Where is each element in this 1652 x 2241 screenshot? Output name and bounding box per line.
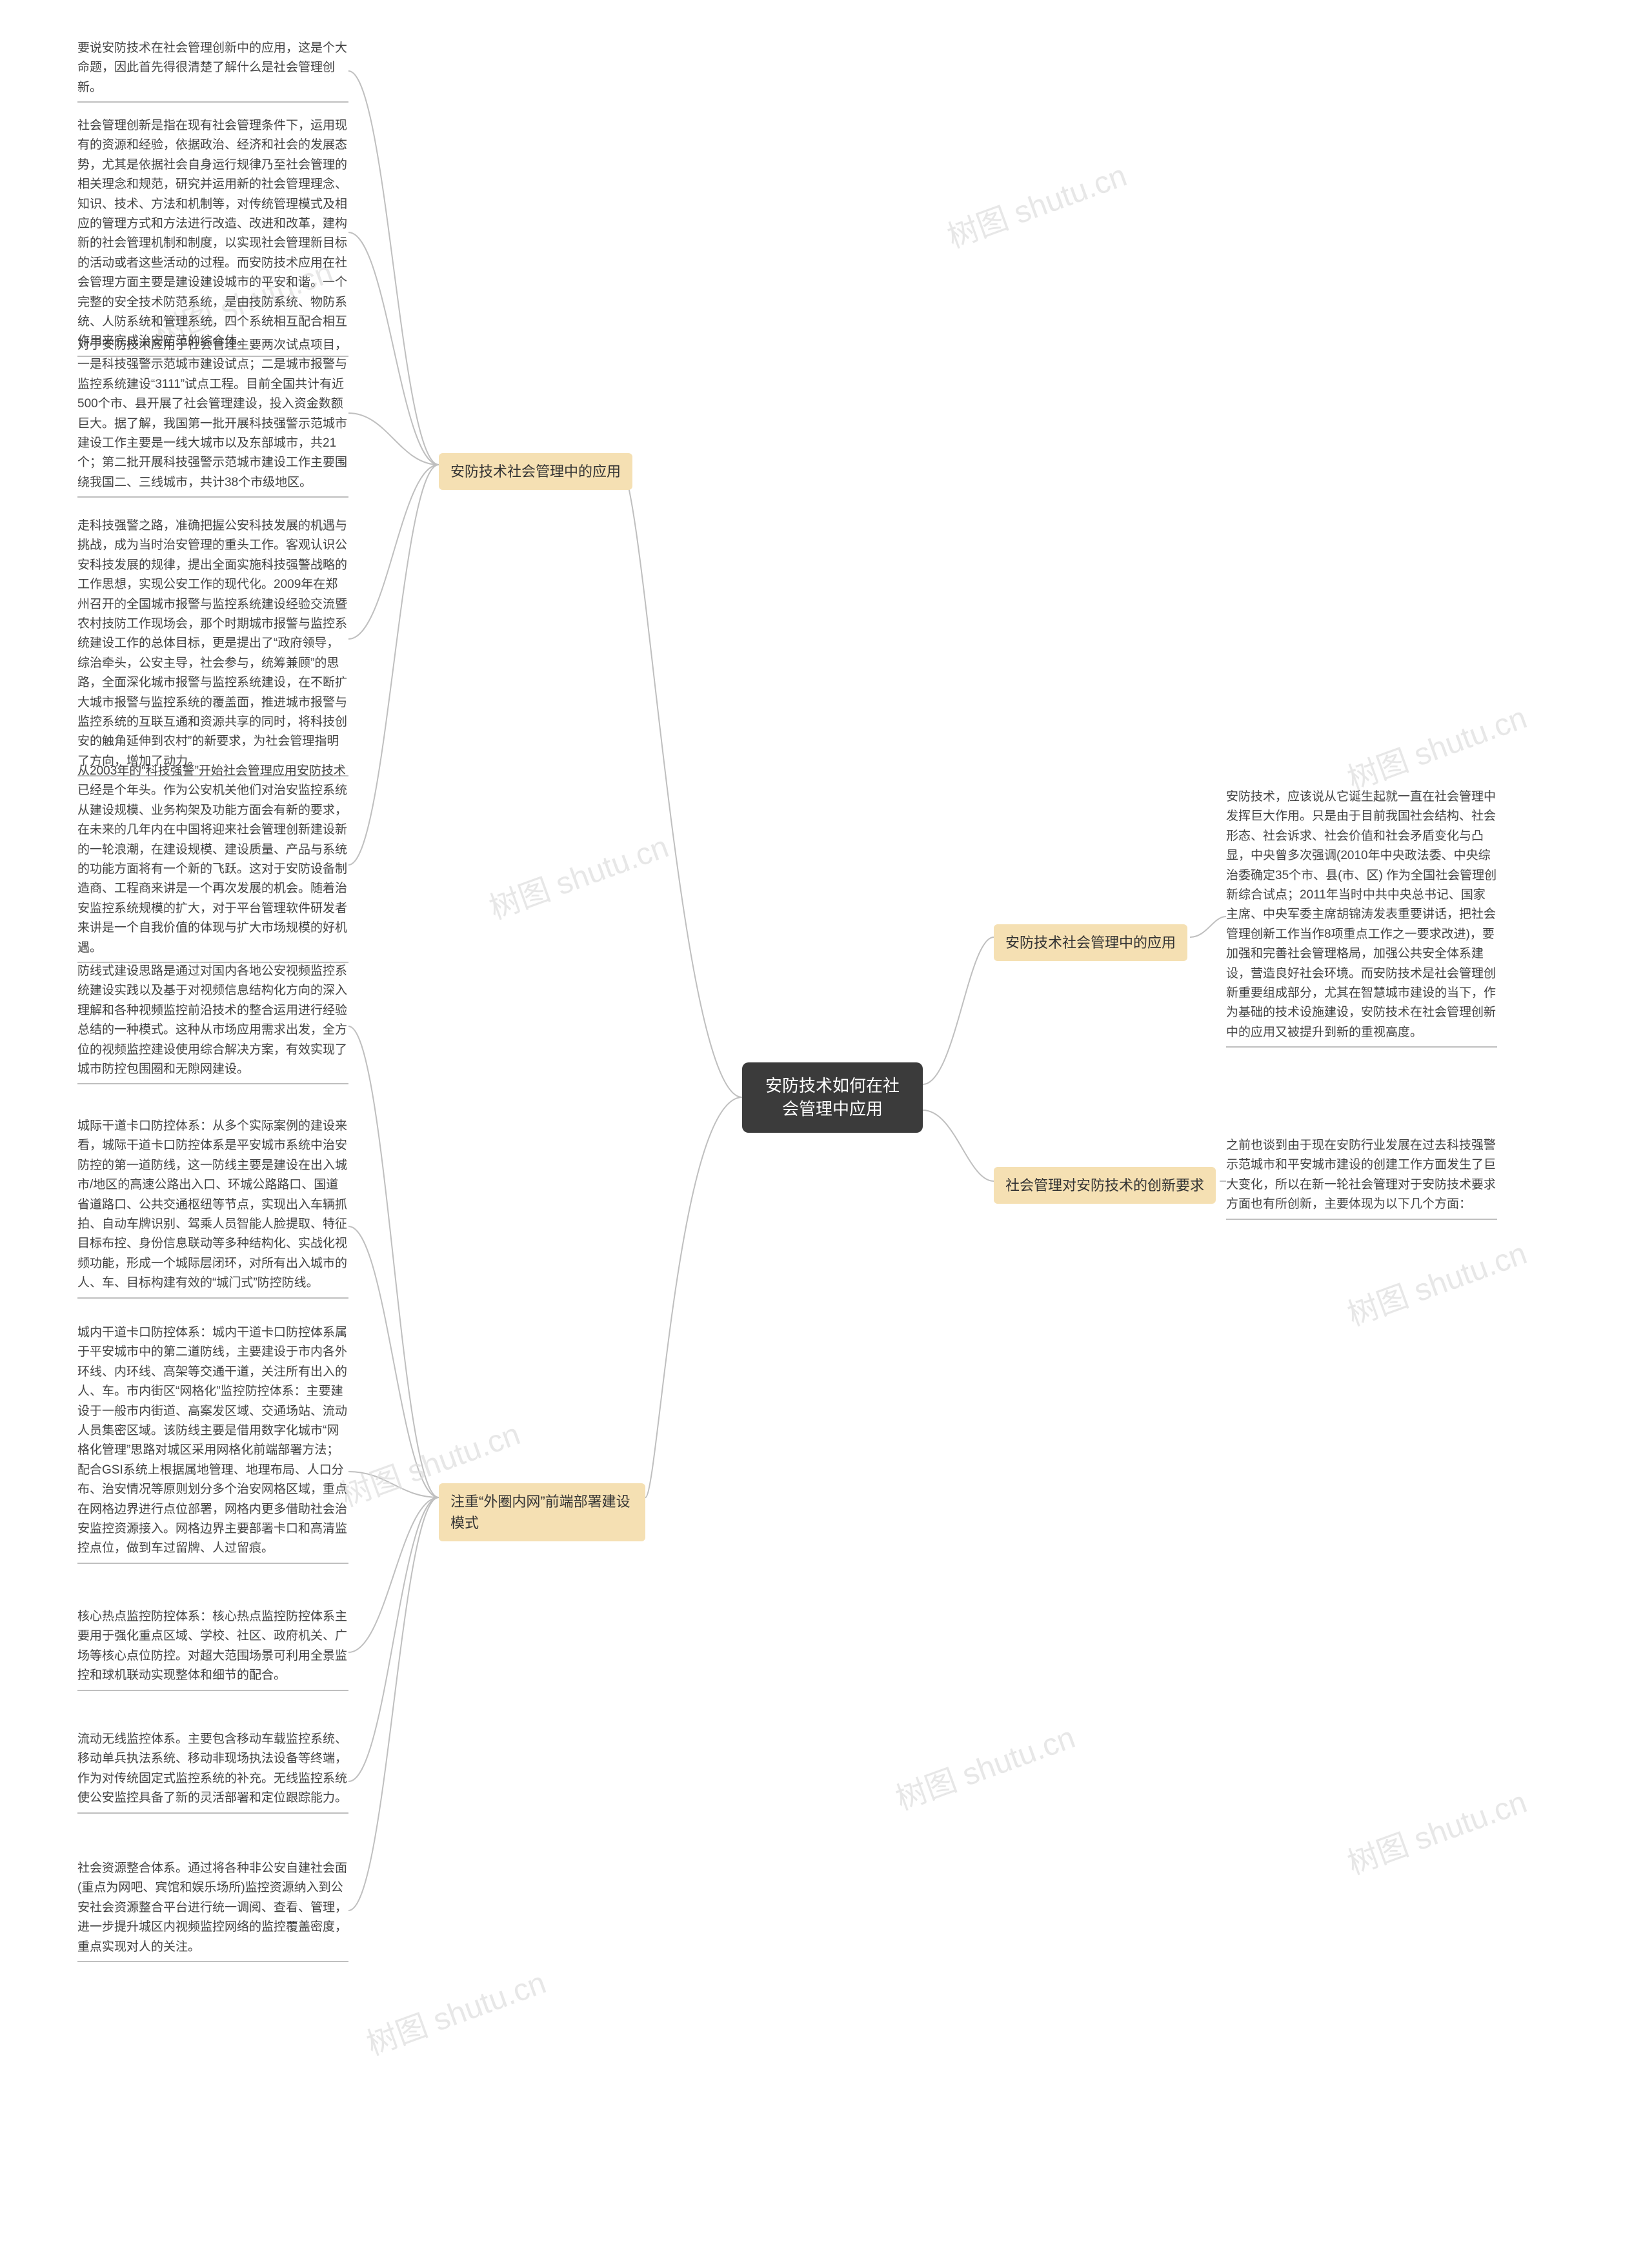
leaf-b2-4: 流动无线监控体系。主要包含移动车载监控系统、移动单兵执法系统、移动非现场执法设备… xyxy=(77,1730,348,1814)
watermark: 树图 shutu.cn xyxy=(1340,1776,1532,1883)
watermark: 树图 shutu.cn xyxy=(889,1712,1080,1818)
leaf-b4-0: 之前也谈到由于现在安防行业发展在过去科技强警示范城市和平安城市建设的创建工作方面… xyxy=(1226,1136,1497,1220)
leaf-b1-3: 走科技强警之路，准确把握公安科技发展的机遇与挑战，成为当时治安管理的重头工作。客… xyxy=(77,516,348,776)
watermark: 树图 shutu.cn xyxy=(482,821,674,928)
branch-right-2[interactable]: 社会管理对安防技术的创新要求 xyxy=(994,1167,1216,1204)
branch-left-1[interactable]: 安防技术社会管理中的应用 xyxy=(439,453,632,490)
leaf-b1-4: 从2003年的“科技强警”开始社会管理应用安防技术已经是个年头。作为公安机关他们… xyxy=(77,762,348,963)
leaf-b2-1: 城际干道卡口防控体系：从多个实际案例的建设来看，城际干道卡口防控体系是平安城市系… xyxy=(77,1117,348,1299)
leaf-b1-2: 对于安防技术应用于社会管理主要两次试点项目，一是科技强警示范城市建设试点；二是城… xyxy=(77,336,348,498)
watermark: 树图 shutu.cn xyxy=(940,150,1132,256)
center-node[interactable]: 安防技术如何在社会管理中应用 xyxy=(742,1062,923,1133)
leaf-b2-2: 城内干道卡口防控体系：城内干道卡口防控体系属于平安城市中的第二道防线，主要建设于… xyxy=(77,1323,348,1564)
watermark: 树图 shutu.cn xyxy=(359,1957,551,2064)
branch-right-1[interactable]: 安防技术社会管理中的应用 xyxy=(994,924,1187,961)
branch-left-2[interactable]: 注重“外圈内网”前端部署建设模式 xyxy=(439,1483,645,1541)
leaf-b2-5: 社会资源整合体系。通过将各种非公安自建社会面(重点为网吧、宾馆和娱乐场所)监控资… xyxy=(77,1859,348,1962)
watermark: 树图 shutu.cn xyxy=(1340,692,1532,798)
leaf-b1-0: 要说安防技术在社会管理创新中的应用，这是个大命题，因此首先得很清楚了解什么是社会… xyxy=(77,39,348,103)
leaf-b1-1: 社会管理创新是指在现有社会管理条件下，运用现有的资源和经验，依据政治、经济和社会… xyxy=(77,116,348,357)
watermark: 树图 shutu.cn xyxy=(1340,1228,1532,1334)
leaf-b2-0: 防线式建设思路是通过对国内各地公安视频监控系统建设实践以及基于对视频信息结构化方… xyxy=(77,962,348,1084)
leaf-b2-3: 核心热点监控防控体系：核心热点监控防控体系主要用于强化重点区域、学校、社区、政府… xyxy=(77,1607,348,1691)
leaf-b3-0: 安防技术，应该说从它诞生起就一直在社会管理中发挥巨大作用。只是由于目前我国社会结… xyxy=(1226,787,1497,1048)
